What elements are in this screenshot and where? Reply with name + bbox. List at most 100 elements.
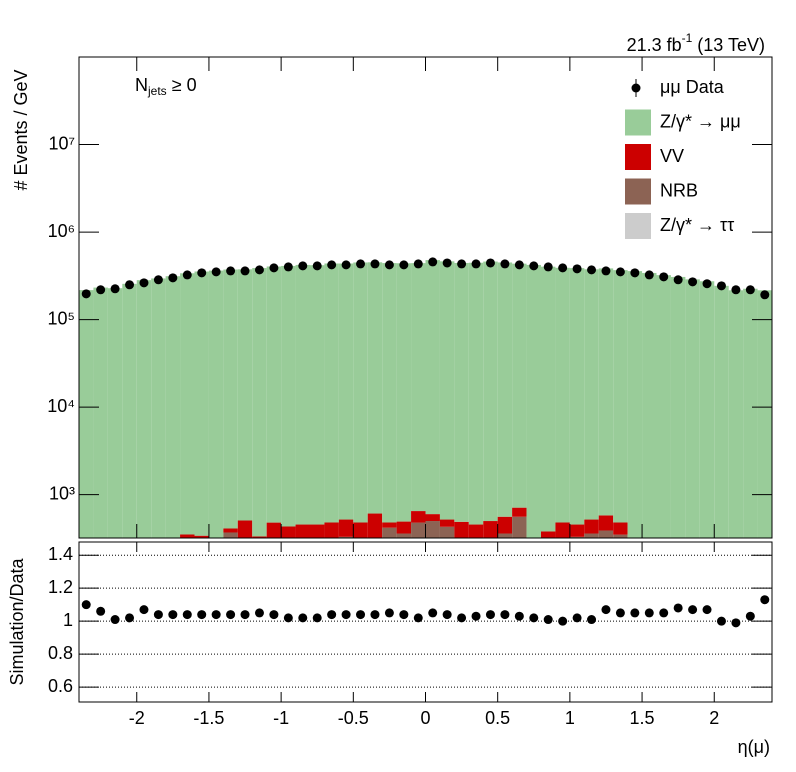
ratio-point xyxy=(356,610,366,620)
ratio-point xyxy=(298,613,308,623)
legend-label: Z/γ* → ττ xyxy=(660,215,734,235)
stack-bar xyxy=(194,535,209,538)
ratio-point xyxy=(529,613,539,623)
ratio-point xyxy=(630,608,640,618)
stack-bar xyxy=(252,268,267,537)
ratio-point xyxy=(543,615,553,625)
stack-bar xyxy=(439,261,455,520)
ratio-point xyxy=(731,618,741,628)
annotation: Njets ≥ 0 xyxy=(135,75,197,98)
y-tick-label: 1.2 xyxy=(48,577,73,597)
stack-bar xyxy=(353,522,368,538)
stack-bar xyxy=(411,522,426,538)
stack-bar xyxy=(569,268,585,525)
stack-bar xyxy=(555,522,570,538)
ratio-point xyxy=(428,608,438,618)
ratio-point xyxy=(370,610,380,620)
stack-bar xyxy=(324,522,339,538)
stack-bar xyxy=(613,522,628,535)
stack-bar xyxy=(627,271,643,538)
data-point xyxy=(514,260,524,270)
stack-bar xyxy=(497,533,513,538)
y-tick-label: 10⁴ xyxy=(47,396,75,416)
stack-bar xyxy=(512,263,527,508)
stack-bar xyxy=(252,536,267,538)
x-tick-label: 1 xyxy=(565,708,575,728)
stack-bar xyxy=(642,272,657,538)
data-point xyxy=(96,285,106,295)
stack-bar xyxy=(223,528,238,533)
legend-swatch xyxy=(625,178,651,205)
ratio-point xyxy=(341,610,351,620)
legend-swatch xyxy=(625,109,651,136)
stack-bar xyxy=(93,543,107,548)
data-point xyxy=(211,267,221,277)
data-point xyxy=(327,260,337,270)
stack-bar xyxy=(338,519,354,537)
ratio-point xyxy=(81,600,91,610)
ratio-point xyxy=(688,605,698,615)
stack-bar xyxy=(685,279,700,538)
ratio-point xyxy=(211,610,221,620)
data-point xyxy=(139,278,149,288)
stack-bar xyxy=(743,288,758,538)
stack-bar xyxy=(396,263,412,522)
stack-bar xyxy=(93,287,108,538)
stack-bar xyxy=(613,270,628,523)
ratio-point xyxy=(182,610,192,620)
ratio-point xyxy=(312,613,322,623)
data-point xyxy=(298,261,308,271)
stack-bar xyxy=(613,534,628,538)
stack-bar xyxy=(194,271,209,536)
stack-bar xyxy=(714,285,729,538)
data-point xyxy=(485,258,495,268)
stack-bar xyxy=(295,264,310,525)
stack-bar xyxy=(411,511,426,523)
ratio-point xyxy=(110,615,120,625)
y-tick-label: 0.8 xyxy=(48,643,73,663)
stack-bar xyxy=(642,543,656,548)
ratio-point xyxy=(572,613,582,623)
data-point xyxy=(197,268,207,278)
stack-bar xyxy=(367,513,383,538)
y-tick-label: 10³ xyxy=(49,483,75,503)
x-tick-label: -1 xyxy=(273,708,289,728)
stack-bar xyxy=(497,262,513,517)
data-point xyxy=(370,259,380,269)
ratio-point xyxy=(745,611,755,621)
stack-bar xyxy=(657,543,671,548)
stack-bar xyxy=(310,524,325,538)
stack-bar xyxy=(353,262,368,523)
data-point xyxy=(731,285,741,295)
stack-bar xyxy=(237,520,253,538)
legend-label: VV xyxy=(660,146,684,166)
stack-bar xyxy=(281,526,296,538)
stack-bar xyxy=(454,262,469,522)
stack-bar xyxy=(382,263,397,523)
stack-bar xyxy=(425,260,440,515)
data-point xyxy=(558,263,568,273)
stack-bar xyxy=(714,543,728,548)
data-point xyxy=(168,273,178,283)
stack-bar xyxy=(122,543,136,548)
y-tick-label: 10⁶ xyxy=(48,221,75,241)
stack-bar xyxy=(685,543,699,548)
data-point xyxy=(500,259,510,269)
stack-bar xyxy=(743,543,757,548)
x-tick-label: 0.5 xyxy=(485,708,510,728)
stack-bar xyxy=(425,521,440,538)
ratio-point xyxy=(644,608,654,618)
data-point xyxy=(226,266,236,276)
ratio-point xyxy=(587,615,597,625)
stack-bar xyxy=(584,269,599,520)
legend-swatch xyxy=(625,213,651,239)
stack-bar xyxy=(569,524,585,537)
stack-bar xyxy=(122,283,137,538)
stack-bar xyxy=(584,533,599,538)
stack-bar xyxy=(136,280,152,538)
stack-bar xyxy=(584,519,599,534)
x-axis-label: η(μ) xyxy=(738,737,770,757)
stack-bar xyxy=(382,522,397,528)
ratio-point xyxy=(327,610,337,620)
